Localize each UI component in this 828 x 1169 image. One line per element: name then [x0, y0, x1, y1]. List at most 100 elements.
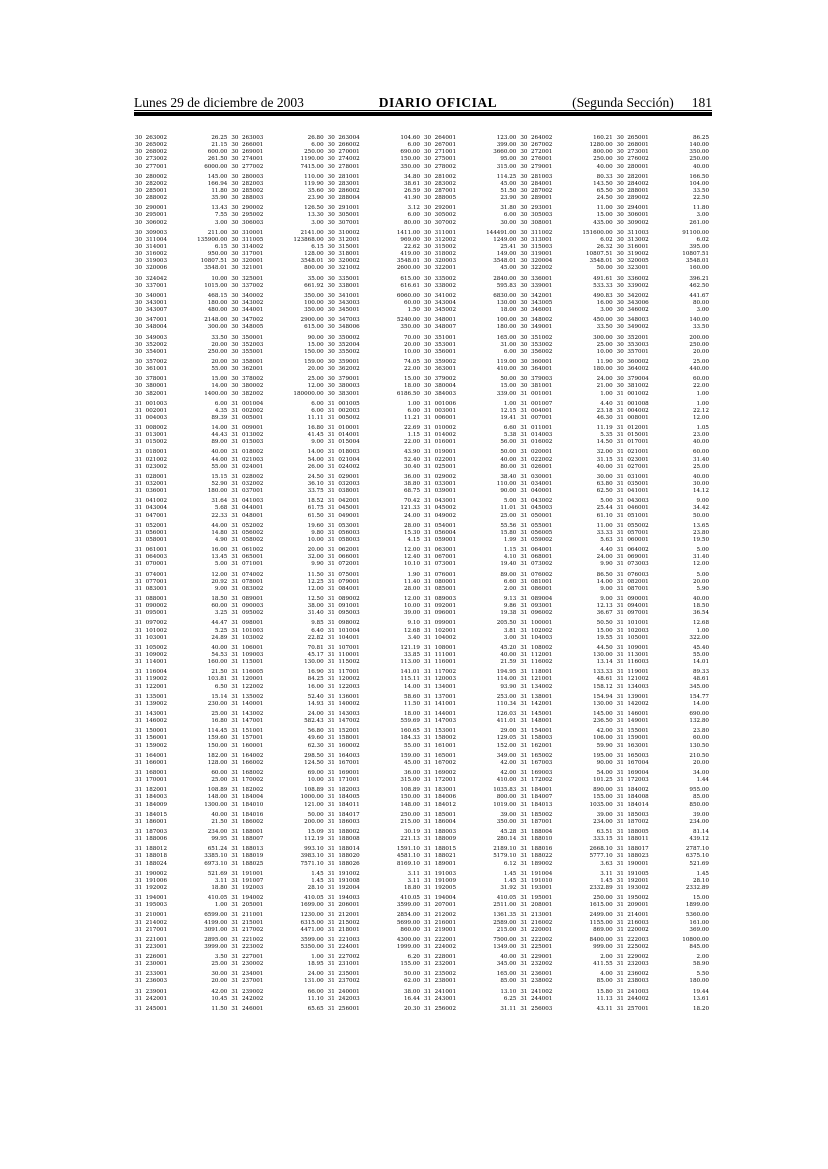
entry-code: 30 283001	[327, 180, 360, 187]
entry-cell: 31 188011 439.12	[616, 836, 712, 843]
entry-value: 9.00	[214, 585, 228, 592]
entry-code: 31 143002	[231, 710, 264, 717]
entry-code: 31 043003	[616, 498, 649, 505]
entry-code: 31 061001	[135, 547, 168, 554]
entry-cell: 30 280002 145.00	[134, 174, 230, 181]
entry-code: 31 001004	[231, 400, 264, 407]
entry-code: 30 353002	[520, 341, 553, 348]
entry-value: 11.50	[307, 571, 324, 578]
entry-cell: 31 170001 25.00	[134, 777, 230, 784]
entry-cell: 31 153001 29.00	[423, 728, 519, 735]
entry-value: 9.80	[311, 529, 324, 536]
entry-value: 18.00	[500, 307, 517, 314]
entry-code: 31 073003	[616, 561, 649, 568]
entry-cell: 31 060001 19.50	[616, 537, 712, 544]
entry-code: 31 188010	[520, 836, 553, 843]
entry-value: 5.35	[600, 432, 613, 439]
entry-code: 31 098001	[231, 620, 264, 627]
entry-value: 16.00	[307, 683, 324, 690]
entry-cell: 31 169002 42.00	[423, 770, 519, 777]
entry-value: 31.15	[596, 456, 613, 463]
entry-code: 30 294001	[616, 205, 649, 212]
entry-value: 24.00	[307, 971, 324, 978]
entry-value: 180000.00	[293, 390, 324, 397]
entry-value: 48.61	[692, 676, 709, 683]
entry-code: 31 182003	[327, 787, 360, 794]
entry-code: 31 108001	[424, 644, 457, 651]
entry-value: 11.00	[596, 205, 613, 212]
entry-code: 31 160002	[327, 742, 360, 749]
entry-cell: 30 340001 468.15	[134, 293, 230, 300]
entry-code: 31 246001	[231, 1005, 264, 1012]
entry-value: 50.00	[500, 376, 517, 383]
entry-code: 30 320002	[327, 258, 360, 265]
entry-cell: 31 185002 39.00	[519, 812, 615, 819]
entry-cell: 31 212001 2854.00	[327, 912, 423, 919]
entry-value: 3660.00	[493, 149, 517, 156]
entry-value: 18.95	[307, 961, 324, 968]
entry-code: 30 306001	[616, 212, 649, 219]
entry-value: 31.64	[211, 498, 228, 505]
entry-cell: 30 312002 1249.00	[423, 237, 519, 244]
entry-cell: 31 157001 49.60	[230, 735, 326, 742]
entry-cell: 31 004001 23.18	[519, 408, 615, 415]
entry-code: 30 357002	[135, 358, 168, 365]
entry-cell: 30 342002 441.67	[616, 293, 712, 300]
entry-cell: 31 059002 5.63	[519, 537, 615, 544]
entry-cell: 30 343003 60.00	[327, 300, 423, 307]
entry-value: 410.05	[207, 895, 228, 902]
entry-value: 74.05	[403, 358, 420, 365]
entry-code: 31 066001	[327, 554, 360, 561]
entry-cell: 31 075001 1.90	[327, 572, 423, 579]
entry-value: 38.40	[500, 473, 517, 480]
entry-cell: 30 347003 5240.00	[327, 317, 423, 324]
table-row: 31 047001 22.33 31 048001 61.50 31 049001 24.…	[134, 513, 712, 520]
entry-value: 3983.10	[300, 853, 324, 860]
entry-code: 31 217001	[135, 926, 168, 933]
entry-value: 123.00	[496, 135, 517, 141]
entry-cell: 31 010002 6.60	[423, 425, 519, 432]
entry-code: 31 184005	[327, 794, 360, 801]
entry-cell: 31 043001 5.00	[423, 498, 519, 505]
entry-value: 40.00	[211, 811, 228, 818]
entry-value: 25.00	[692, 358, 709, 365]
entry-code: 31 015003	[231, 439, 264, 446]
entry-cell: 31 188007 112.19	[230, 836, 326, 843]
table-row: 31 233001 30.00 31 234001 24.00 31 235001 50.…	[134, 971, 712, 978]
entry-cell: 30 310002 1411.00	[327, 230, 423, 237]
entry-cell: 30 319001 10807.51	[519, 251, 615, 258]
entry-cell: 31 214001 5360.00	[616, 912, 712, 919]
entry-code: 31 153001	[424, 728, 457, 735]
entry-code: 31 079001	[327, 578, 360, 585]
entry-cell: 31 137001 253.00	[423, 694, 519, 701]
entry-value: 14.00	[692, 700, 709, 707]
entry-code: 31 223002	[231, 943, 264, 950]
entry-cell: 31 167003 90.00	[519, 760, 615, 767]
entry-code: 31 017001	[616, 439, 649, 446]
entry-code: 30 356001	[424, 348, 457, 355]
entry-cell: 31 220002 369.00	[616, 927, 712, 934]
entry-value: 6.20	[407, 954, 420, 961]
entry-value: 1699.00	[300, 902, 324, 909]
entry-code: 30 289001	[520, 195, 553, 202]
entry-value: 280.14	[496, 836, 517, 843]
entry-code: 30 349003	[135, 334, 168, 341]
entry-value: 15.80	[500, 529, 517, 536]
entry-cell: 31 077001 20.92	[134, 579, 230, 586]
entry-value: 45.17	[307, 652, 324, 658]
entry-code: 31 220001	[520, 926, 553, 933]
entry-value: 81.14	[692, 828, 709, 835]
entry-value: 250.00	[207, 348, 228, 355]
entry-value: 133.33	[593, 669, 613, 676]
entry-cell: 31 159001 60.00	[616, 735, 712, 742]
entry-value: 70.00	[403, 334, 420, 341]
entry-value: 210.50	[689, 752, 709, 759]
entry-cell: 31 186004 350.00	[423, 819, 519, 826]
entry-cell: 30 349003 33.50	[134, 335, 230, 342]
entry-value: 5699.00	[396, 919, 420, 926]
entry-cell: 30 318001 419.00	[327, 251, 423, 258]
entry-code: 31 229002	[616, 954, 649, 961]
entry-value: 6.00	[407, 212, 420, 219]
entry-cell: 31 142002 14.00	[616, 701, 712, 708]
entry-value: 345.00	[689, 683, 709, 690]
